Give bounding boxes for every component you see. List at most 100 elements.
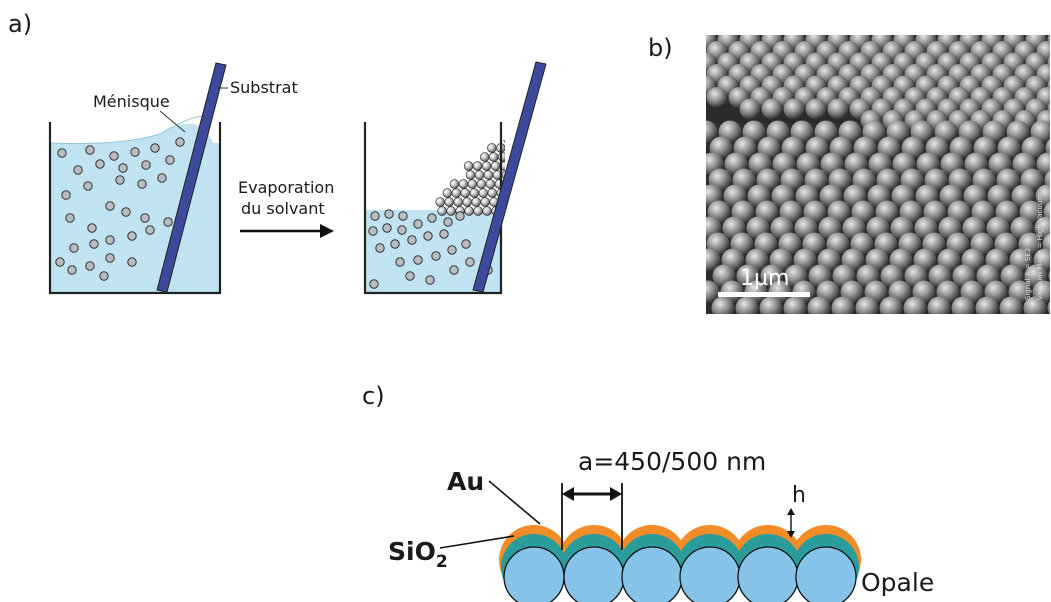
particle	[150, 143, 160, 153]
deposited-sphere	[463, 161, 474, 171]
particle	[431, 251, 441, 261]
opal-sphere	[621, 546, 683, 602]
particle	[109, 151, 119, 161]
deposited-sphere	[480, 152, 490, 162]
particle	[83, 181, 93, 191]
particle	[413, 219, 423, 229]
panel-c-label: c)	[362, 382, 385, 410]
deposited-sphere	[471, 197, 481, 207]
meniscus-label: Ménisque	[93, 92, 170, 111]
deposited-sphere	[460, 188, 470, 198]
particle	[461, 239, 471, 249]
sem-sphere	[999, 296, 1023, 314]
scale-bar-label: 1µm	[740, 266, 789, 291]
particle	[407, 235, 417, 245]
particle	[67, 265, 77, 275]
opal-label: Opale	[861, 568, 934, 597]
particle	[382, 223, 392, 233]
particle	[157, 173, 167, 183]
sem-sphere	[807, 296, 831, 314]
particle	[55, 257, 65, 267]
sem-sphere	[706, 87, 728, 108]
panel-a-label: a)	[8, 10, 32, 38]
particle	[105, 253, 115, 263]
particle	[397, 225, 407, 235]
scale-bar	[718, 292, 810, 297]
sem-sphere	[735, 296, 759, 314]
deposited-sphere	[465, 170, 476, 180]
sem-sphere	[706, 248, 721, 272]
particle	[425, 275, 435, 285]
opal-sphere	[563, 546, 625, 602]
gold-pointer	[488, 480, 541, 525]
period-arrow	[562, 487, 622, 501]
sem-sphere	[927, 296, 951, 314]
particle	[73, 165, 83, 175]
thickness-arrow	[787, 508, 795, 538]
sem-sphere	[706, 280, 720, 304]
particle	[465, 257, 475, 267]
deposited-sphere	[487, 188, 497, 198]
sem-sphere	[1036, 152, 1050, 176]
deposited-sphere	[469, 188, 479, 198]
particle	[95, 159, 105, 169]
thickness-label: h	[792, 483, 806, 508]
particle	[105, 201, 115, 211]
particles-after	[368, 209, 495, 289]
particle	[130, 147, 140, 157]
sem-sphere	[706, 120, 718, 144]
evaporation-label-2: du solvant	[241, 199, 325, 218]
sem-sphere	[759, 296, 783, 314]
sem-sphere	[711, 296, 735, 314]
deposited-sphere	[449, 179, 460, 189]
particle	[175, 137, 185, 147]
opal-sphere	[737, 546, 799, 602]
particle	[85, 145, 95, 155]
sem-sphere	[903, 296, 927, 314]
deposited-sphere	[442, 188, 452, 198]
particle	[398, 211, 408, 221]
deposited-sphere	[489, 152, 499, 162]
particle	[137, 179, 147, 189]
particle	[163, 217, 173, 227]
particle	[369, 279, 379, 289]
deposited-sphere	[482, 206, 492, 216]
particle	[69, 243, 79, 253]
particle	[413, 255, 423, 265]
deposited-sphere	[458, 179, 469, 189]
deposited-sphere	[483, 170, 494, 180]
sem-sphere	[975, 296, 999, 314]
particle	[85, 261, 95, 271]
opal-sphere	[679, 546, 741, 602]
deposited-sphere	[444, 197, 454, 207]
particle	[390, 239, 400, 249]
particle	[127, 257, 137, 267]
deposited-sphere	[485, 179, 496, 189]
panel-b-label: b)	[648, 34, 673, 62]
meniscus-curve	[49, 115, 214, 145]
sem-sphere	[805, 98, 827, 120]
particle	[141, 160, 151, 170]
sem-sphere	[1048, 270, 1050, 282]
deposited-sphere	[480, 197, 490, 207]
deposited-sphere	[453, 197, 463, 207]
substrate-label: Substrat	[230, 78, 298, 97]
evaporation-label-1: Evaporation	[238, 178, 334, 197]
sem-sphere	[879, 296, 903, 314]
opal-spheres	[503, 546, 857, 602]
particle	[449, 265, 459, 275]
sem-sphere	[831, 296, 855, 314]
deposited-sphere	[464, 206, 474, 216]
beaker-before	[48, 62, 227, 295]
deposited-sphere	[435, 197, 445, 207]
deposited-sphere	[451, 188, 461, 198]
period-label: a=450/500 nm	[578, 447, 766, 476]
particle	[439, 229, 449, 239]
particle	[384, 209, 394, 219]
particles-before	[55, 137, 185, 281]
sem-sphere	[827, 98, 849, 120]
deposited-sphere	[462, 197, 472, 207]
particle	[423, 231, 433, 241]
sem-sphere	[951, 296, 975, 314]
